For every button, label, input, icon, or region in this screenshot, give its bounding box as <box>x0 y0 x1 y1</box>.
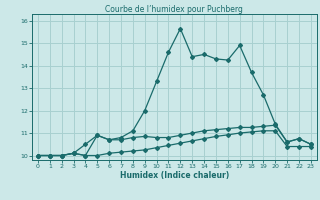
Title: Courbe de l’humidex pour Puchberg: Courbe de l’humidex pour Puchberg <box>106 5 243 14</box>
X-axis label: Humidex (Indice chaleur): Humidex (Indice chaleur) <box>120 171 229 180</box>
